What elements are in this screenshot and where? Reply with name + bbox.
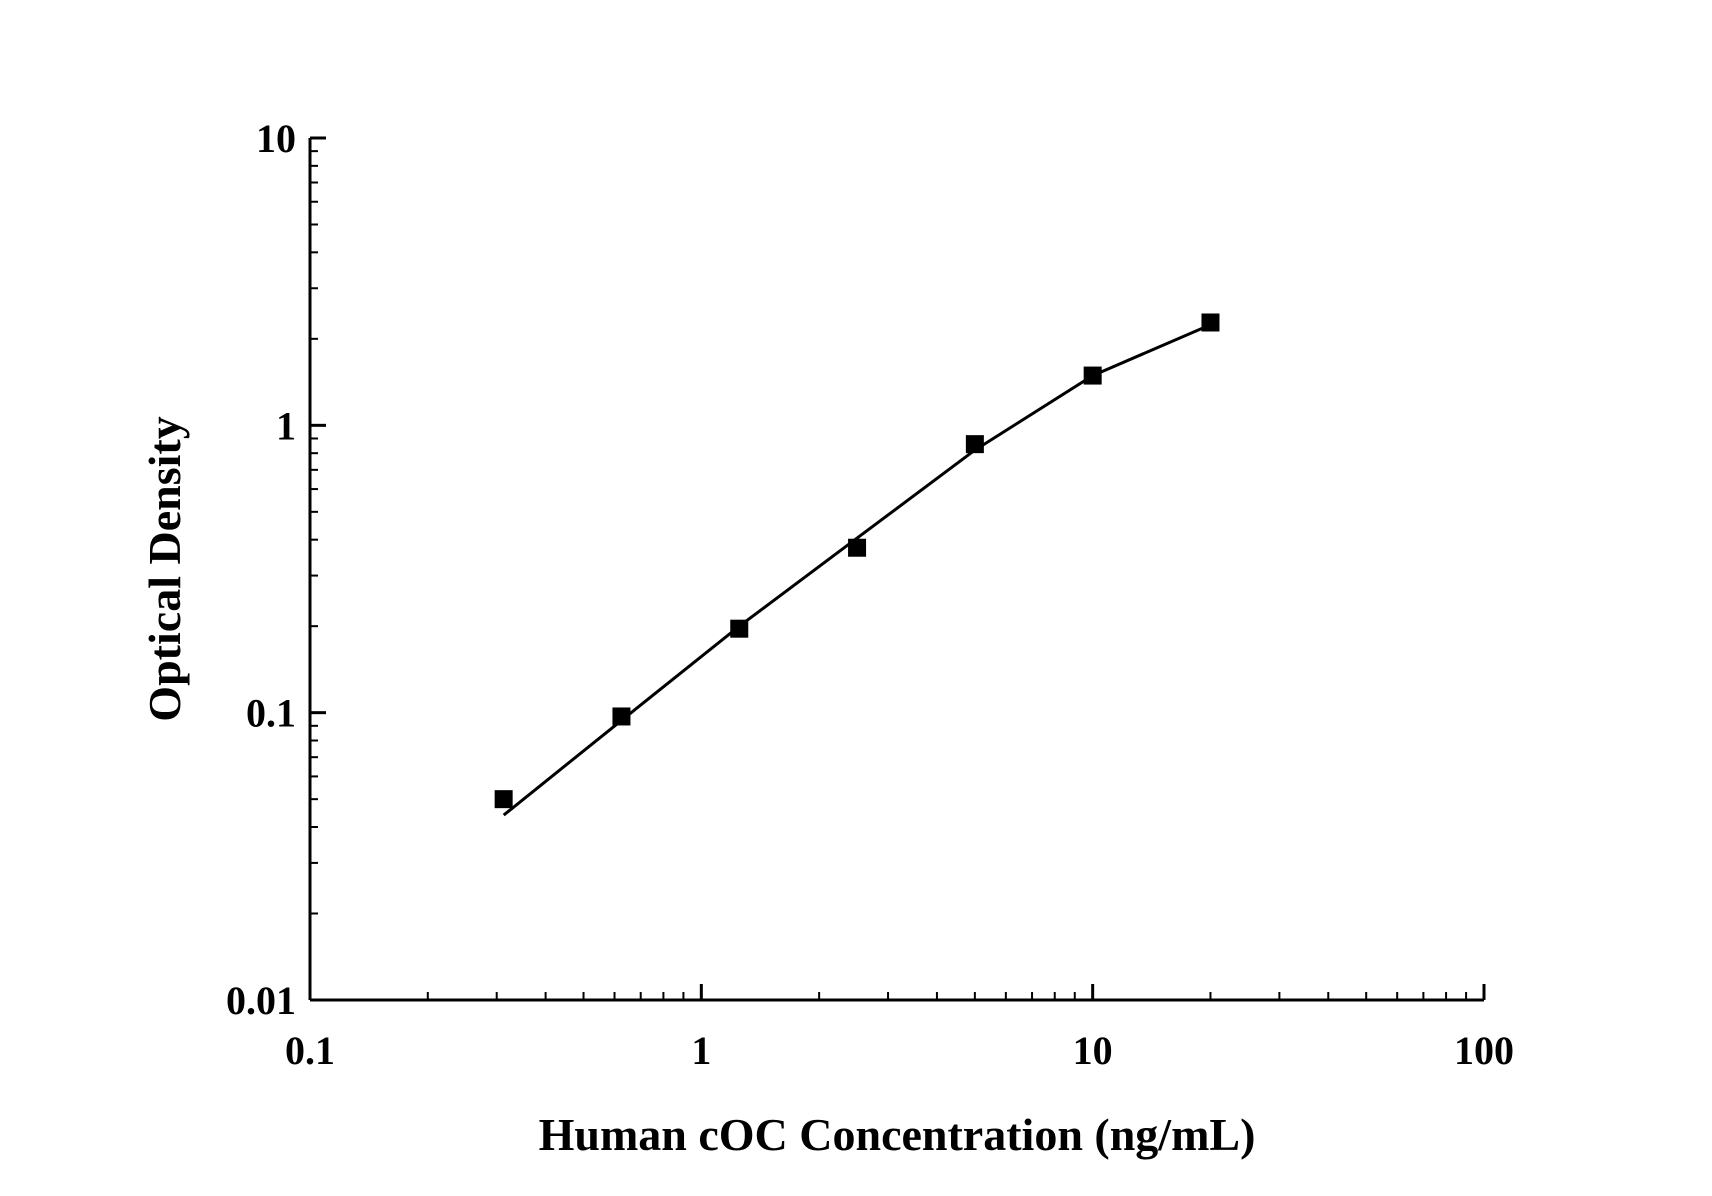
y-tick-label: 10	[256, 116, 296, 161]
x-tick-label: 100	[1454, 1028, 1514, 1073]
y-axis-title: Optical Density	[139, 416, 190, 721]
y-tick-label: 0.01	[226, 978, 296, 1023]
x-tick-label: 0.1	[285, 1028, 335, 1073]
y-tick-label: 1	[276, 403, 296, 448]
data-point	[1201, 313, 1220, 332]
data-point	[612, 707, 631, 726]
x-tick-label: 10	[1073, 1028, 1113, 1073]
data-point	[494, 790, 513, 809]
axes	[308, 138, 1484, 1002]
x-axis-title: Human cOC Concentration (ng/mL)	[539, 1109, 1256, 1160]
data-point	[1083, 366, 1102, 385]
fit-curve-line	[502, 323, 1212, 817]
y-tick-label: 0.1	[246, 691, 296, 736]
x-tick-label: 1	[691, 1028, 711, 1073]
data-point	[730, 619, 749, 638]
x-axis-ticks: 0.1 1 10 100	[285, 984, 1514, 1073]
data-point	[965, 435, 984, 454]
y-axis-ticks: 0.01 0.1 1 10	[226, 116, 326, 1023]
data-point	[848, 538, 867, 557]
fit-curve-group	[502, 323, 1212, 817]
data-points	[494, 313, 1220, 809]
